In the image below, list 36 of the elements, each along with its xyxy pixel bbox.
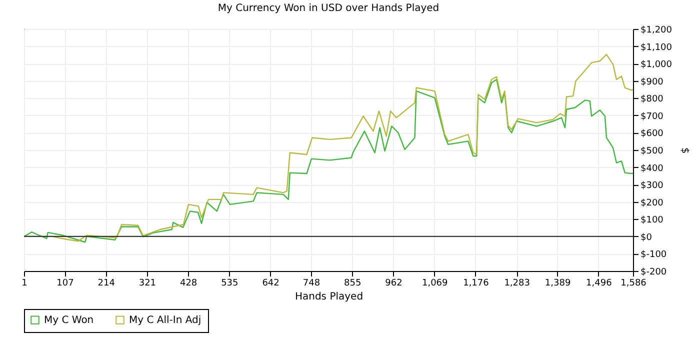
y-tick-label: $0 (640, 232, 652, 243)
legend-label: My C Won (44, 315, 94, 326)
y-tick-label: $900 (640, 77, 664, 88)
y-tick-label: $500 (640, 146, 664, 156)
y-tick-label: $1,200 (640, 26, 672, 36)
y-tick-label: $-200 (640, 268, 667, 278)
x-tick-label: 214 (98, 278, 116, 288)
x-tick-label: 748 (302, 278, 320, 288)
x-tick-label: 1,069 (422, 278, 448, 288)
y-axis-title: $ (678, 147, 690, 154)
y-tick-label: $100 (640, 216, 664, 226)
x-tick-label: 1,389 (544, 278, 571, 288)
x-axis-title: Hands Played (294, 292, 364, 302)
x-tick-label: 107 (56, 278, 74, 288)
y-tick-label: $1,100 (640, 42, 672, 53)
x-tick-label: 1,586 (620, 278, 647, 288)
x-tick-label: 428 (180, 278, 198, 288)
x-tick-label: 1,283 (504, 278, 530, 288)
x-tick-label: 321 (138, 278, 156, 288)
x-tick-label: 535 (221, 278, 238, 288)
x-tick-label: 642 (262, 278, 280, 288)
y-tick-label: $600 (640, 129, 664, 140)
x-tick-label: 855 (344, 278, 362, 288)
legend-label: My C All-In Adj (129, 315, 202, 326)
x-tick-label: 962 (385, 278, 402, 288)
x-tick-label: 1 (22, 278, 28, 288)
y-tick-label: $300 (640, 181, 664, 192)
y-tick-label: $-100 (640, 250, 667, 260)
y-tick-label: $1,000 (640, 60, 672, 70)
x-tick-label: 1,176 (463, 278, 490, 288)
x-tick-label: 1,496 (586, 278, 612, 288)
y-tick-label: $200 (640, 198, 664, 208)
chart-title: My Currency Won in USD over Hands Played (218, 3, 440, 14)
y-tick-label: $800 (640, 94, 664, 105)
y-tick-label: $700 (640, 112, 664, 122)
y-tick-label: $400 (640, 164, 664, 174)
